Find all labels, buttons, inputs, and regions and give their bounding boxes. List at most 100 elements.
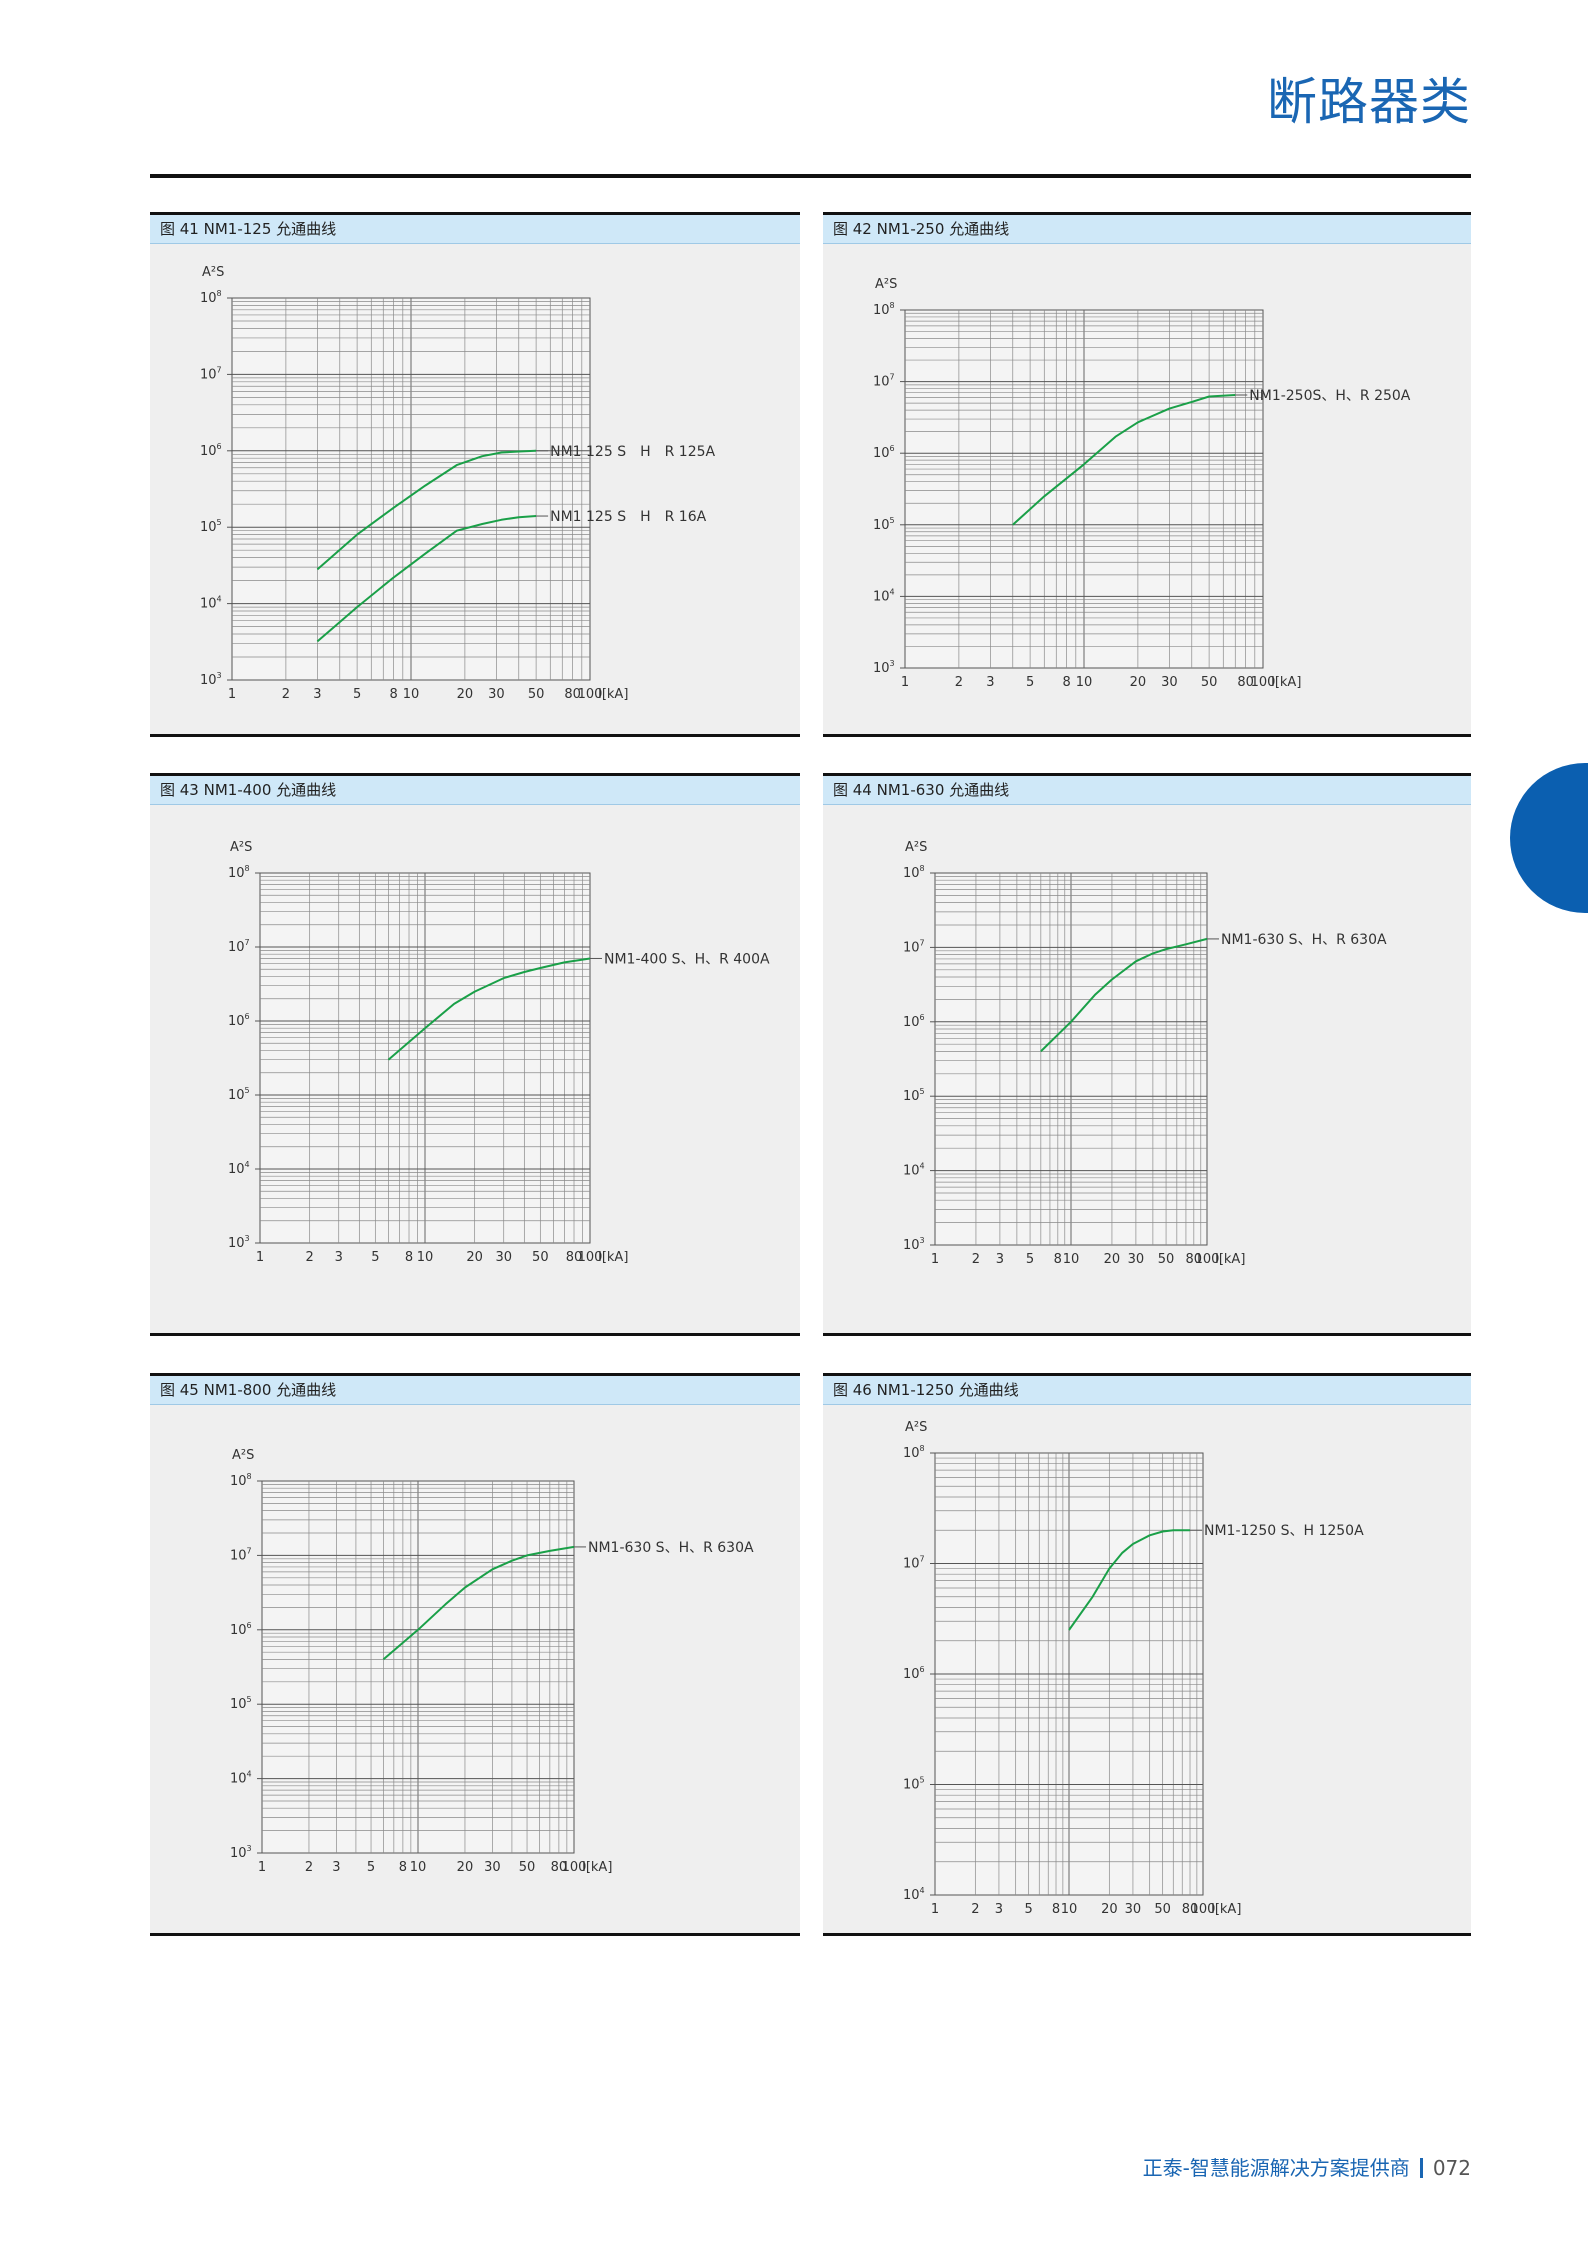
y-tick-label: 107 (873, 373, 895, 390)
y-tick-label: 105 (903, 1776, 925, 1793)
y-tick-label: 106 (873, 444, 895, 461)
panel-bottom-rule (823, 734, 1471, 737)
x-tick-label: 100 (1195, 1252, 1220, 1267)
x-tick-label: 50 (1201, 675, 1218, 690)
y-tick-label: 104 (903, 1886, 925, 1903)
x-tick-label: 3 (313, 687, 321, 702)
y-tick-label: 105 (873, 516, 895, 533)
series-curve (382, 1545, 575, 1661)
y-tick-base: 10 (230, 1623, 247, 1638)
x-tick-label: 3 (332, 1860, 340, 1875)
page-number: 072 (1432, 2156, 1471, 2180)
x-tick-label: 5 (1026, 1252, 1034, 1267)
x-tick-label: 3 (335, 1250, 343, 1265)
y-tick-label: 105 (200, 518, 222, 535)
y-tick-label: 103 (903, 1236, 925, 1253)
chart-panel: 图 42 NM1-250 允通曲线 A²S 108 107 106 105 104 103 1 2… (823, 212, 1471, 737)
x-tick-label: 1 (901, 675, 909, 690)
y-tick-base: 10 (200, 520, 217, 535)
x-tick-label: 20 (1130, 675, 1147, 690)
page-title: 断路器类 (1267, 73, 1471, 131)
y-tick-base: 10 (873, 518, 890, 533)
series-label: NM1-630 S、H、R 630A (1221, 932, 1387, 948)
y-tick-exponent: 7 (247, 1546, 252, 1555)
y-tick-exponent: 4 (890, 587, 895, 596)
y-tick-base: 10 (200, 367, 217, 382)
x-tick-label: 100 (1251, 675, 1276, 690)
series-curve (316, 449, 537, 571)
y-tick-label: 108 (903, 1444, 925, 1461)
y-tick-label: 106 (903, 1665, 925, 1682)
x-tick-label: 100 (1191, 1902, 1216, 1917)
chart-panel: 图 43 NM1-400 允通曲线 A²S 108 107 106 105 104 103 1 2… (150, 773, 800, 1336)
y-tick-base: 10 (903, 1164, 920, 1179)
series-curve (1040, 937, 1208, 1053)
y-tick-base: 10 (228, 1236, 245, 1251)
y-tick-exponent: 6 (217, 442, 222, 451)
series-curve (316, 515, 537, 643)
x-tick-label: 20 (1101, 1902, 1118, 1917)
x-tick-label: 20 (457, 687, 474, 702)
y-tick-label: 108 (873, 301, 895, 318)
x-tick-label: 8 (399, 1860, 407, 1875)
y-tick-base: 10 (903, 866, 920, 881)
x-tick-label: 5 (367, 1860, 375, 1875)
y-tick-exponent: 8 (890, 301, 895, 310)
x-tick-label: 80 (564, 687, 581, 702)
x-tick-label: 30 (1125, 1902, 1142, 1917)
x-tick-label: 30 (488, 687, 505, 702)
y-axis-label: A²S (905, 840, 927, 855)
x-tick-label: 8 (1054, 1252, 1062, 1267)
x-tick-label: 3 (986, 675, 994, 690)
chart-title: 图 45 NM1-800 允通曲线 (150, 1373, 800, 1405)
footer: 正泰-智慧能源解决方案提供商 072 (1143, 2152, 1471, 2181)
y-tick-base: 10 (230, 1772, 247, 1787)
y-tick-exponent: 6 (245, 1012, 250, 1021)
x-tick-label: 2 (955, 675, 963, 690)
y-tick-exponent: 7 (920, 938, 925, 947)
chart-title: 图 42 NM1-250 允通曲线 (823, 212, 1471, 244)
y-tick-exponent: 6 (920, 1665, 925, 1674)
y-tick-base: 10 (228, 866, 245, 881)
y-tick-exponent: 7 (217, 365, 222, 374)
y-tick-label: 104 (873, 587, 895, 604)
x-tick-label: 50 (532, 1250, 549, 1265)
y-axis-label: A²S (202, 265, 224, 280)
y-tick-base: 10 (903, 1888, 920, 1903)
y-tick-label: 103 (873, 659, 895, 676)
y-tick-base: 10 (873, 589, 890, 604)
x-tick-label: 10 (410, 1860, 427, 1875)
series-curve (1012, 394, 1236, 526)
y-tick-base: 10 (903, 1446, 920, 1461)
x-tick-label: 20 (466, 1250, 483, 1265)
y-tick-base: 10 (903, 1667, 920, 1682)
y-tick-label: 106 (200, 442, 222, 459)
y-tick-label: 107 (903, 1555, 925, 1572)
panel-bottom-rule (823, 1933, 1471, 1936)
x-tick-label: 10 (1076, 675, 1093, 690)
y-tick-base: 10 (903, 1015, 920, 1030)
chart-panel: 图 46 NM1-1250 允通曲线 A²S 108 107 106 105 104 1 2 3 5… (823, 1373, 1471, 1936)
y-tick-exponent: 4 (920, 1162, 925, 1171)
y-tick-base: 10 (903, 1089, 920, 1104)
y-tick-exponent: 5 (245, 1086, 250, 1095)
x-tick-label: 50 (1158, 1252, 1175, 1267)
y-tick-label: 108 (200, 289, 222, 306)
y-tick-exponent: 3 (247, 1844, 252, 1853)
x-axis-label: I[kA] (598, 1250, 628, 1265)
y-tick-base: 10 (903, 1557, 920, 1572)
y-tick-exponent: 7 (245, 938, 250, 947)
x-tick-label: 30 (484, 1860, 501, 1875)
y-axis-label: A²S (230, 840, 252, 855)
x-axis-label: I[kA] (1211, 1902, 1241, 1917)
x-tick-label: 50 (1154, 1902, 1171, 1917)
chart-panel: 图 45 NM1-800 允通曲线 A²S 108 107 106 105 104 103 1 2… (150, 1373, 800, 1936)
y-tick-exponent: 4 (247, 1770, 252, 1779)
y-axis-label: A²S (232, 1448, 254, 1463)
series-label: NM1 125 S H R 16A (550, 509, 706, 525)
y-tick-label: 105 (903, 1087, 925, 1104)
footer-separator (1419, 2158, 1423, 2178)
y-tick-exponent: 7 (920, 1555, 925, 1564)
y-tick-exponent: 5 (920, 1087, 925, 1096)
